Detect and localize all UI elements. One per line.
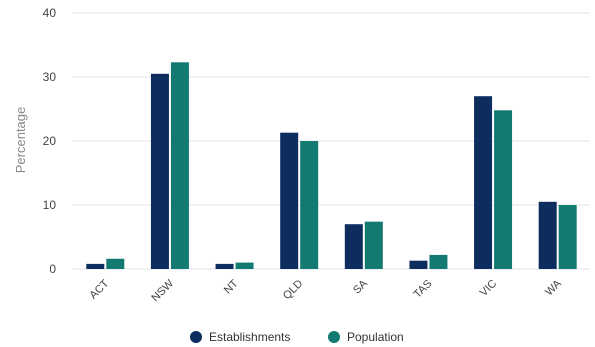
legend-marker — [190, 331, 202, 343]
bar-population-tas — [429, 254, 448, 269]
bar-population-wa — [558, 205, 577, 269]
x-tick-label: ACT — [87, 277, 111, 301]
bar-population-nsw — [170, 62, 189, 269]
x-tick-label: NSW — [149, 277, 176, 304]
y-tick-label: 20 — [43, 134, 57, 148]
y-axis-ticks: 0 10 20 30 40 — [43, 6, 57, 276]
bar-establishments-vic — [474, 96, 493, 269]
bar-population-nt — [235, 262, 254, 269]
y-tick-label: 30 — [43, 70, 57, 84]
x-axis-ticks: ACT NSW NT QLD SA TAS VIC WA — [87, 277, 564, 304]
bar-establishments-nt — [215, 263, 234, 269]
x-tick-label: QLD — [281, 278, 306, 303]
bar-establishments-tas — [409, 260, 428, 269]
x-tick-label: NT — [222, 277, 241, 296]
legend-label: Establishments — [209, 330, 290, 344]
legend-label: Population — [347, 330, 404, 344]
bar-establishments-act — [86, 263, 105, 269]
y-tick-label: 10 — [43, 198, 57, 212]
bar-establishments-nsw — [150, 73, 169, 269]
legend-marker — [328, 331, 340, 343]
y-axis-label: Percentage — [13, 107, 28, 174]
bar-population-qld — [300, 141, 319, 269]
bar-establishments-qld — [280, 132, 299, 269]
x-tick-label: VIC — [478, 278, 499, 299]
bar-population-vic — [494, 110, 513, 269]
y-tick-label: 40 — [43, 6, 57, 20]
gridlines — [73, 12, 590, 270]
legend: Establishments Population — [190, 330, 404, 344]
bars — [86, 62, 577, 269]
x-tick-label: WA — [543, 277, 564, 298]
bar-population-act — [106, 258, 125, 269]
bar-population-sa — [364, 221, 383, 269]
x-tick-label: TAS — [412, 278, 435, 301]
y-tick-label: 0 — [49, 262, 56, 276]
bar-establishments-wa — [538, 201, 557, 269]
x-tick-label: SA — [351, 277, 370, 296]
bar-establishments-sa — [344, 224, 363, 269]
